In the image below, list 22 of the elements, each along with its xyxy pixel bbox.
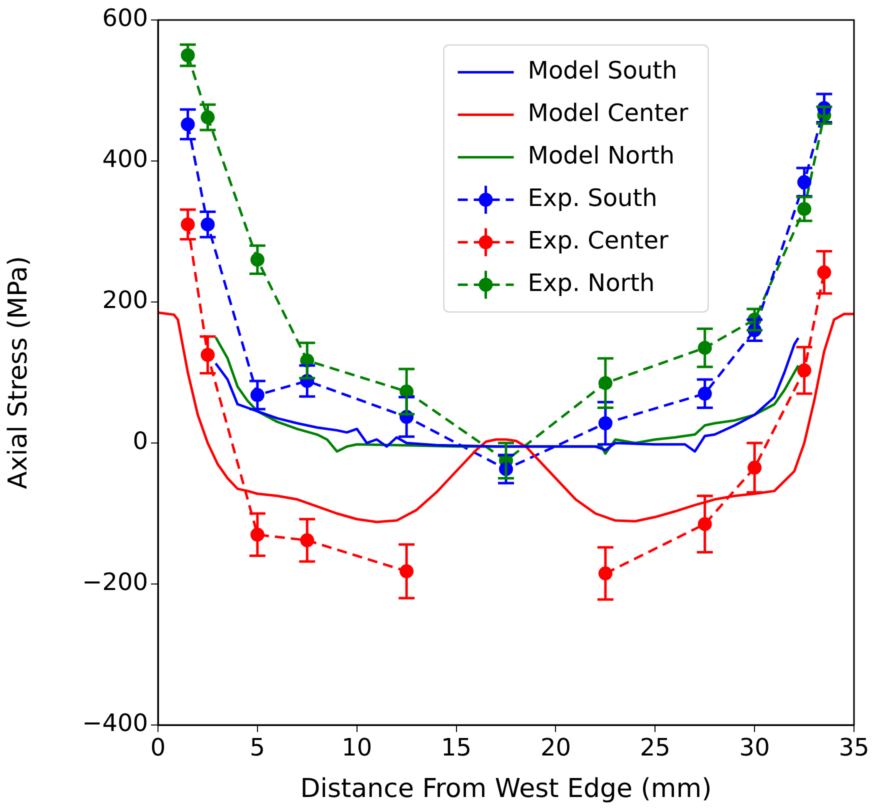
x-tick-label: 15	[441, 734, 472, 762]
legend-label: Exp. North	[528, 268, 655, 297]
x-tick-label: 25	[640, 734, 670, 762]
x-tick-label: 10	[342, 734, 372, 762]
x-tick-label: 35	[838, 734, 870, 762]
legend-label: Model Center	[528, 98, 688, 127]
legend-label: Exp. Center	[528, 226, 669, 254]
legend-label: Model South	[528, 56, 678, 84]
x-tick-label: 5	[250, 734, 266, 762]
y-tick-label: −200	[82, 568, 148, 596]
legend-label: Model North	[528, 141, 675, 170]
y-tick-label: 200	[102, 286, 148, 314]
legend-label: Exp. South	[528, 184, 658, 212]
y-tick-label: 600	[102, 4, 148, 32]
x-tick-label: 20	[540, 734, 571, 762]
y-tick-label: 400	[102, 145, 148, 174]
x-tick-label: 0	[150, 734, 166, 762]
y-tick-label: 0	[132, 427, 148, 456]
x-tick-label: 30	[739, 734, 770, 762]
y-axis-title: Axial Stress (MPa)	[3, 256, 34, 490]
x-axis-title: Distance From West Edge (mm)	[300, 774, 712, 804]
y-tick-label: −400	[82, 709, 148, 738]
